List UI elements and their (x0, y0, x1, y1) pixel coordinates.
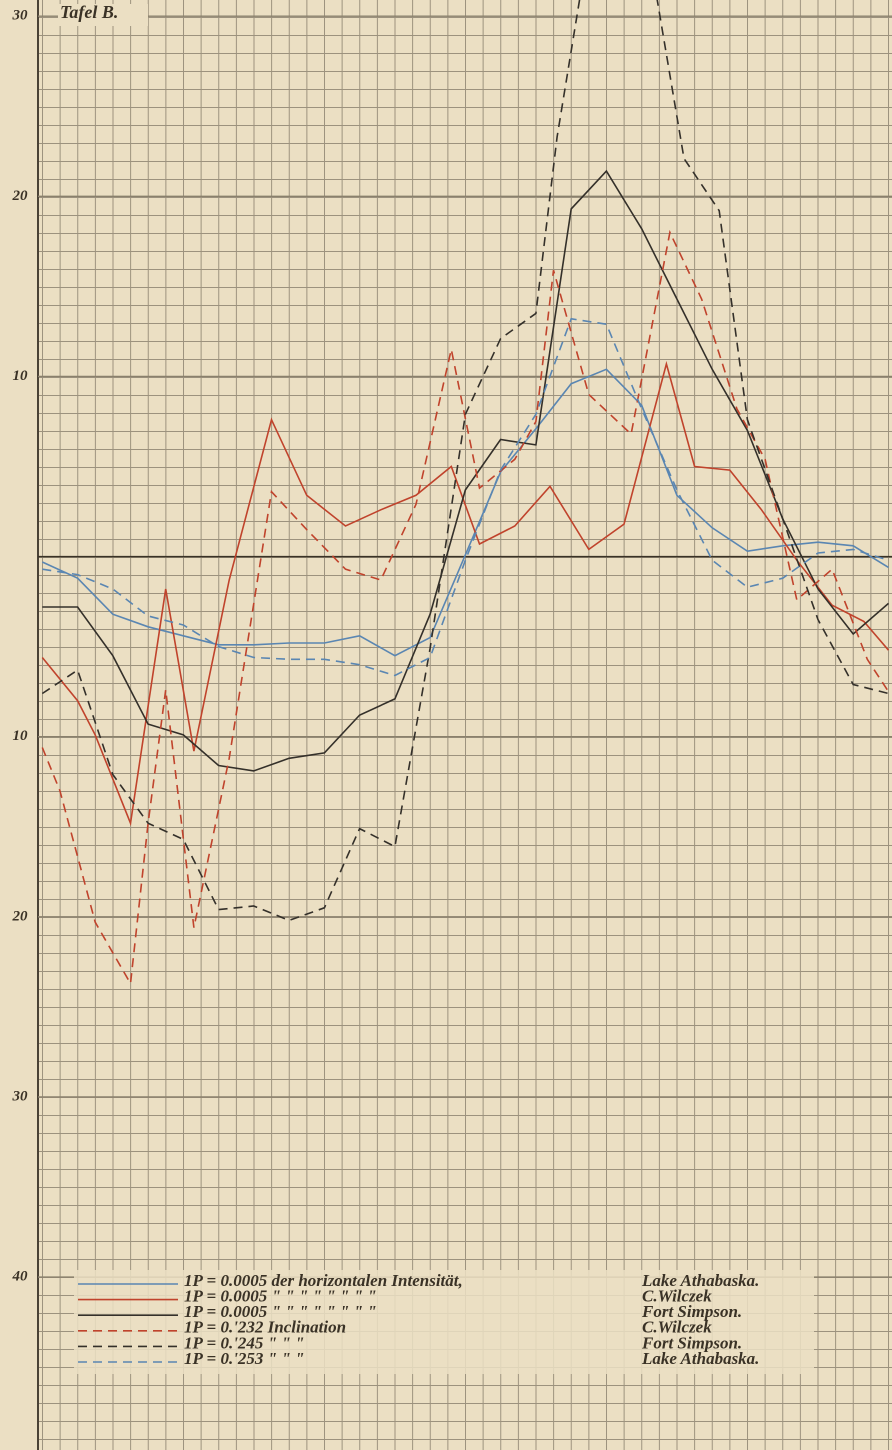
legend-text: 1P = 0.0005 " " " " " " " " (184, 1287, 377, 1306)
y-tick-label: 10 (13, 728, 29, 744)
y-tick-label: 20 (12, 908, 29, 924)
title-bg (58, 4, 148, 26)
legend-text: 1P = 0.'245 " " " (184, 1333, 304, 1352)
minor-grid (38, 0, 892, 1450)
series-line (42, 317, 889, 677)
y-tick-label: 10 (13, 368, 29, 384)
legend-name: Fort Simpson. (641, 1333, 742, 1352)
legend-name: Fort Simpson. (641, 1302, 742, 1321)
legend-bg (74, 1270, 814, 1374)
legend-text: 1P = 0.0005 der horizontalen Intensität, (184, 1271, 463, 1290)
legend-name: Lake Athabaska. (641, 1271, 759, 1290)
y-tick-label: 30 (12, 8, 29, 24)
legend-name: C.Wilczek (642, 1287, 712, 1306)
legend-text: 1P = 0.0005 " " " " " " " " (184, 1302, 377, 1321)
series-line (41, 360, 890, 827)
legend-name: C.Wilczek (642, 1318, 712, 1337)
series-line (42, 169, 890, 772)
series-line (41, 368, 889, 657)
y-tick-label: 30 (12, 1088, 29, 1104)
series-line (41, 0, 889, 922)
chart-title: Tafel B. (60, 2, 118, 22)
legend-text: 1P = 0.'232 Inclination (184, 1318, 346, 1337)
y-tick-label: 40 (12, 1269, 29, 1285)
series-line (41, 229, 890, 987)
legend-text: 1P = 0.'253 " " " (184, 1349, 304, 1368)
y-tick-label: 20 (12, 188, 29, 204)
legend-name: Lake Athabaska. (641, 1349, 759, 1368)
